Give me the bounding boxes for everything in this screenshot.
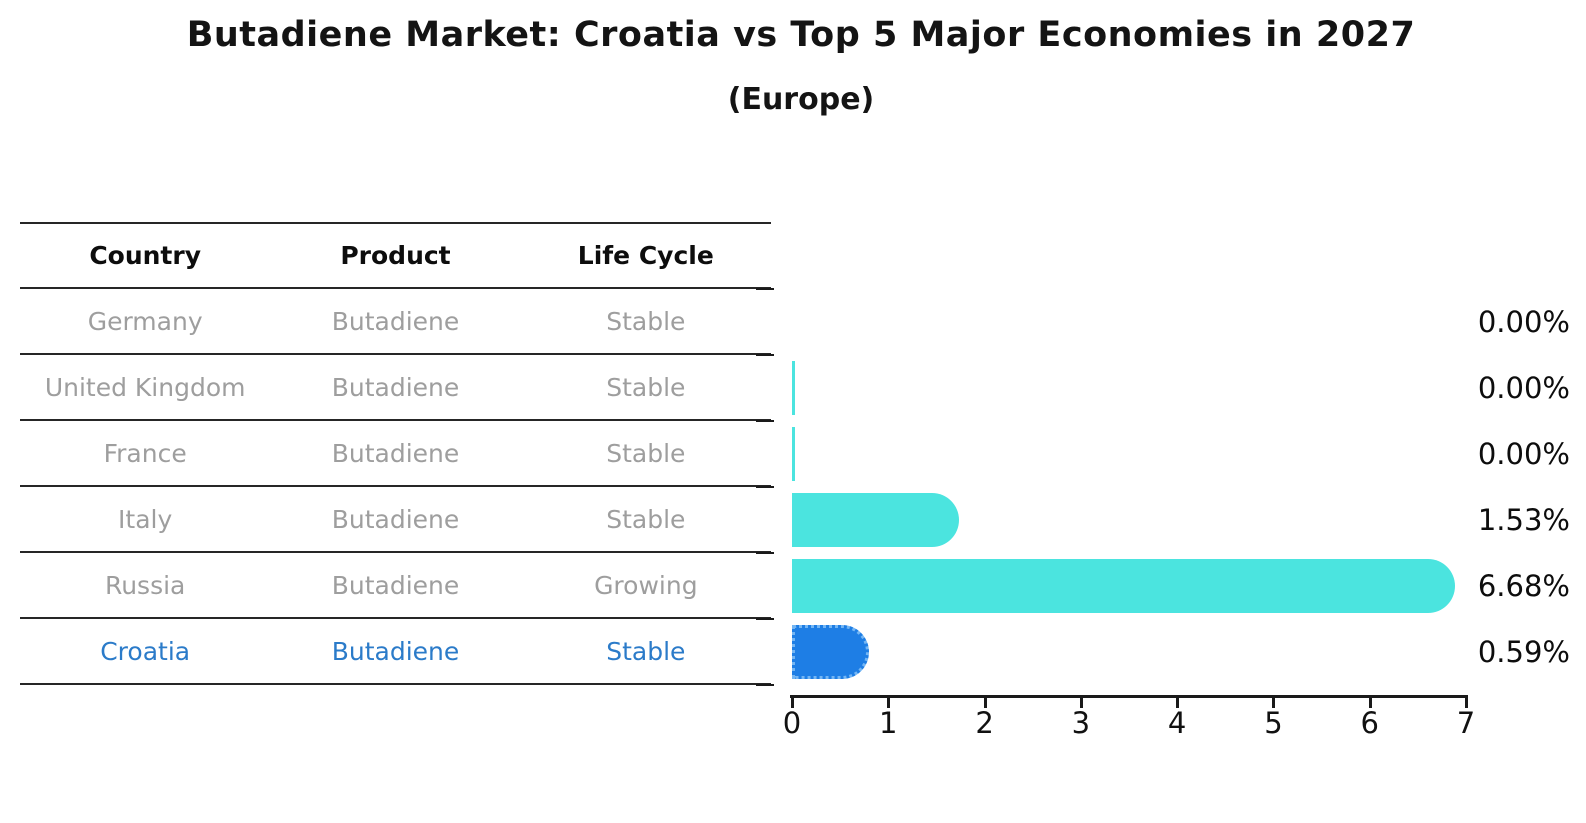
chart-row-russia bbox=[792, 553, 1466, 619]
x-axis-tick bbox=[1272, 698, 1276, 708]
x-axis-tick-label: 0 bbox=[782, 706, 802, 740]
y-axis-tick bbox=[756, 288, 774, 290]
x-axis-tick-label: 3 bbox=[1071, 706, 1091, 740]
bar-united-kingdom bbox=[792, 361, 795, 415]
chart-row-united-kingdom bbox=[792, 355, 1466, 421]
x-axis-tick bbox=[1079, 698, 1083, 708]
x-axis-tick-label: 2 bbox=[975, 706, 994, 740]
bar-russia bbox=[792, 559, 1455, 613]
x-axis-tick bbox=[791, 698, 794, 708]
table-header-country: Country bbox=[89, 241, 202, 270]
table-cell-life-cycle: Growing bbox=[594, 570, 698, 600]
y-axis-tick bbox=[756, 420, 774, 422]
table-body: Germany Butadiene Stable United Kingdom Buta… bbox=[20, 289, 771, 685]
table-cell-country: Russia bbox=[104, 570, 186, 600]
table-row: United Kingdom Butadiene Stable bbox=[20, 355, 771, 421]
x-axis-tick bbox=[1368, 698, 1372, 708]
table-header-row: Country Product Life Cycle bbox=[20, 222, 771, 289]
table-row: Russia Butadiene Growing bbox=[20, 553, 771, 619]
x-axis-line bbox=[790, 695, 1468, 698]
table-cell-life-cycle: Stable bbox=[606, 504, 686, 534]
bar-value-label: 0.00% bbox=[1477, 305, 1570, 339]
table-cell-product: Butadiene bbox=[331, 636, 460, 666]
x-axis-tick-label: 5 bbox=[1264, 706, 1283, 740]
table-cell-country: Germany bbox=[87, 306, 203, 336]
bar-value-label: 1.53% bbox=[1477, 503, 1570, 537]
bar-value-label: 0.00% bbox=[1477, 371, 1570, 405]
bar-france bbox=[792, 427, 795, 481]
table-cell-country: United Kingdom bbox=[44, 372, 246, 402]
table-cell-life-cycle: Stable bbox=[606, 306, 686, 336]
x-axis-tick-label: 1 bbox=[879, 706, 898, 740]
y-axis-tick bbox=[756, 486, 774, 488]
table-cell-life-cycle: Stable bbox=[606, 438, 686, 468]
table-cell-life-cycle: Stable bbox=[606, 636, 686, 666]
chart-row-croatia bbox=[792, 619, 1466, 685]
table-cell-product: Butadiene bbox=[331, 504, 460, 534]
bar-value-label: 0.59% bbox=[1477, 635, 1570, 669]
table-row: France Butadiene Stable bbox=[20, 421, 771, 487]
country-table: Country Product Life Cycle Germany Butadi… bbox=[20, 222, 771, 685]
x-axis-tick-label: 4 bbox=[1167, 706, 1187, 740]
chart-subtitle: (Europe) bbox=[727, 82, 875, 117]
highlight-bar-croatia bbox=[792, 625, 869, 679]
bar-value-label: 6.68% bbox=[1477, 569, 1570, 603]
x-axis-tick-label: 6 bbox=[1360, 706, 1379, 740]
table-cell-country: Croatia bbox=[100, 636, 191, 666]
table-row: Germany Butadiene Stable bbox=[20, 289, 771, 355]
x-axis-tick-label: 7 bbox=[1456, 706, 1476, 740]
y-axis-tick bbox=[756, 552, 774, 554]
x-axis-tick bbox=[1465, 698, 1468, 708]
table-cell-product: Butadiene bbox=[331, 372, 460, 402]
table-row: Croatia Butadiene Stable bbox=[20, 619, 771, 685]
table-cell-country: Italy bbox=[118, 504, 173, 534]
chart-row-italy bbox=[792, 487, 1466, 553]
x-axis-tick bbox=[887, 698, 891, 708]
bar-value-label: 0.00% bbox=[1477, 437, 1570, 471]
table-row: Italy Butadiene Stable bbox=[20, 487, 771, 553]
x-axis-tick bbox=[1176, 698, 1180, 708]
x-axis-tick bbox=[983, 698, 987, 708]
table-cell-product: Butadiene bbox=[331, 306, 460, 336]
table-header-product: Product bbox=[340, 241, 451, 270]
chart-row-france bbox=[792, 421, 1466, 487]
y-axis-tick bbox=[756, 684, 774, 686]
y-axis-tick bbox=[756, 618, 774, 620]
bar-italy bbox=[792, 493, 959, 547]
y-axis-tick bbox=[756, 354, 774, 356]
table-cell-product: Butadiene bbox=[331, 438, 460, 468]
chart-title: Butadiene Market: Croatia vs Top 5 Major… bbox=[186, 15, 1416, 55]
bar-chart-plot-area bbox=[756, 288, 1466, 686]
table-header-life-cycle: Life Cycle bbox=[577, 241, 714, 270]
table-cell-country: France bbox=[103, 438, 187, 468]
chart-row-germany bbox=[792, 289, 1466, 355]
table-cell-product: Butadiene bbox=[331, 570, 460, 600]
table-cell-life-cycle: Stable bbox=[606, 372, 686, 402]
